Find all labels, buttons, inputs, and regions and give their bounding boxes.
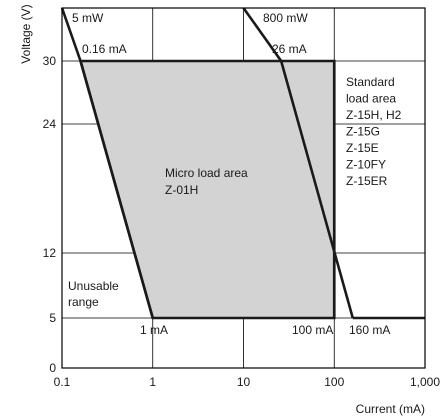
standard-load-label: Z-15ER xyxy=(346,174,388,188)
x-tick-labels: 0.1 1 10 100 1,000 xyxy=(54,375,441,389)
unusable-range-label: Unusable xyxy=(68,279,119,293)
line-800-mw xyxy=(242,7,355,319)
x-axis-title: Current (mA) xyxy=(356,402,425,416)
label-100ma: 100 mA xyxy=(292,323,333,337)
x-tick-label: 0.1 xyxy=(54,375,71,389)
x-tick-label: 1,000 xyxy=(410,375,440,389)
y-tick-label: 24 xyxy=(43,117,57,131)
boundary-lines xyxy=(60,7,425,320)
x-tick-label: 1 xyxy=(149,375,156,389)
annotations: 5 mW 800 mW 0.16 mA 26 mA 1 mA 100 mA 160 mA Mi… xyxy=(68,11,402,337)
label-160ma: 160 mA xyxy=(349,323,390,337)
standard-load-label: Z-10FY xyxy=(346,158,386,172)
y-tick-label: 5 xyxy=(49,311,56,325)
plot-frame xyxy=(61,7,426,369)
y-tick-label: 30 xyxy=(43,54,57,68)
label-5mw: 5 mW xyxy=(72,11,104,25)
standard-load-label: Z-15G xyxy=(346,125,380,139)
x-tick-label: 100 xyxy=(324,375,344,389)
label-800mw: 800 mW xyxy=(263,11,308,25)
label-26ma: 26 mA xyxy=(272,42,307,56)
micro-load-label: Micro load area xyxy=(165,166,248,180)
label-0-16ma: 0.16 mA xyxy=(82,42,127,56)
micro-load-label: Z-01H xyxy=(165,183,198,197)
label-1ma: 1 mA xyxy=(140,323,168,337)
micro-load-area xyxy=(80,61,335,318)
standard-load-label: Standard xyxy=(346,75,395,89)
y-tick-labels: 0 5 12 24 30 xyxy=(43,54,57,375)
standard-load-label: Z-15E xyxy=(346,141,379,155)
y-axis-title: Voltage (V) xyxy=(19,4,33,63)
standard-load-label: Z-15H, H2 xyxy=(346,108,402,122)
x-tick-label: 10 xyxy=(237,375,251,389)
standard-load-label: load area xyxy=(346,92,396,106)
y-tick-label: 12 xyxy=(43,246,57,260)
unusable-range-label: range xyxy=(68,295,99,309)
y-tick-label: 0 xyxy=(49,361,56,375)
line-5-mw xyxy=(60,7,155,319)
